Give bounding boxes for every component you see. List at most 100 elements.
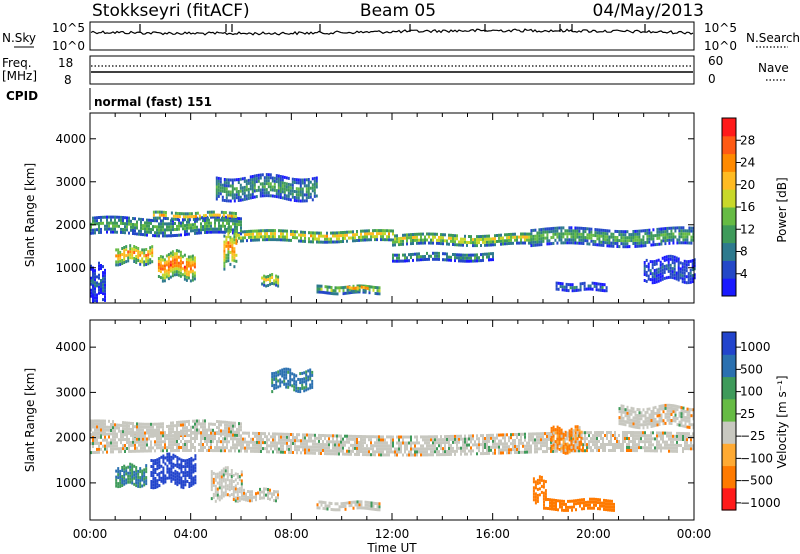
data-cell [230, 472, 233, 475]
data-cell [516, 433, 518, 436]
data-cell [690, 241, 693, 245]
data-cell [245, 179, 248, 183]
data-cell [536, 435, 538, 439]
data-cell [172, 456, 175, 460]
data-cell [692, 229, 695, 233]
data-cell [691, 277, 694, 281]
data-cell [139, 259, 142, 263]
data-cell [164, 431, 166, 435]
data-cell [193, 274, 196, 278]
data-cell [253, 495, 255, 499]
data-cell [606, 238, 609, 242]
data-cell [676, 226, 679, 230]
data-cell [260, 438, 262, 441]
data-cell [182, 483, 185, 487]
data-cell [518, 447, 520, 451]
data-cell [133, 482, 136, 486]
data-cell [102, 444, 104, 448]
data-cell [450, 258, 452, 262]
data-cell [532, 438, 534, 442]
data-cell [135, 484, 138, 488]
data-cell [144, 443, 146, 447]
data-cell [168, 473, 171, 477]
data-cell [222, 429, 224, 433]
data-cell [336, 237, 338, 241]
data-cell [315, 185, 318, 189]
data-cell [334, 434, 336, 438]
data-cell [693, 261, 696, 265]
data-cell [368, 288, 371, 292]
data-cell [141, 469, 144, 473]
data-cell [276, 450, 278, 454]
data-cell [428, 444, 430, 448]
data-cell [284, 432, 286, 436]
data-cell [239, 186, 242, 190]
data-cell [256, 440, 258, 444]
data-cell [622, 446, 624, 449]
data-cell [183, 268, 186, 272]
data-cell [147, 256, 150, 260]
data-cell [249, 184, 252, 188]
data-cell [108, 432, 110, 436]
data-cell [200, 443, 202, 446]
data-cell [130, 433, 132, 437]
data-cell [300, 236, 302, 240]
data-cell [282, 447, 284, 451]
data-cell [384, 238, 386, 242]
data-cell [106, 444, 108, 448]
data-cell [508, 233, 510, 236]
data-cell [464, 259, 466, 263]
data-cell [234, 433, 236, 437]
data-cell [246, 443, 248, 447]
data-cell [652, 243, 655, 247]
data-cell [683, 271, 686, 275]
data-cell [494, 442, 496, 446]
data-cell [498, 445, 500, 449]
data-cell [251, 190, 254, 193]
data-cell [524, 444, 526, 448]
data-cell [264, 232, 266, 236]
data-cell [262, 441, 264, 445]
data-cell [289, 189, 292, 193]
data-cell [576, 434, 578, 438]
data-cell [176, 421, 178, 424]
data-cell [610, 241, 613, 245]
data-cell [546, 444, 548, 447]
data-cell [376, 235, 378, 239]
data-cell [602, 449, 604, 452]
data-cell [310, 451, 312, 455]
data-cell [120, 423, 122, 427]
data-cell [114, 227, 116, 231]
data-cell [264, 238, 266, 242]
data-cell [382, 438, 384, 442]
data-cell [289, 192, 292, 196]
data-cell [295, 190, 298, 194]
data-cell [593, 281, 596, 285]
data-cell [140, 437, 142, 441]
data-cell [336, 286, 339, 290]
data-cell [440, 435, 442, 439]
data-cell [219, 189, 222, 193]
data-cell [530, 241, 533, 245]
data-cell [126, 424, 128, 428]
data-cell [352, 286, 355, 290]
data-cell [231, 246, 234, 250]
data-cell [184, 218, 186, 222]
data-cell [204, 231, 206, 234]
data-cell [653, 263, 656, 266]
data-cell [376, 438, 378, 442]
data-cell [202, 428, 204, 432]
data-cell [444, 447, 446, 451]
data-cell [180, 221, 182, 225]
data-cell [131, 253, 134, 257]
data-cell [414, 453, 416, 457]
data-cell [480, 443, 482, 447]
data-cell [185, 275, 188, 279]
data-cell [234, 437, 236, 441]
data-cell [224, 423, 226, 427]
data-cell [502, 451, 504, 455]
data-cell [328, 434, 330, 438]
data-cell [184, 215, 187, 219]
data-cell [362, 229, 364, 233]
data-cell [494, 445, 496, 449]
